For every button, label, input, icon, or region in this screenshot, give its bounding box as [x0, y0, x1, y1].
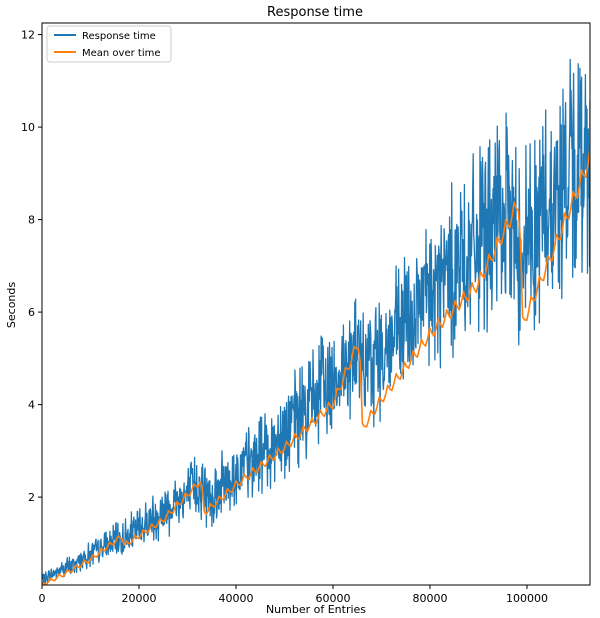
x-tick-label: 100000	[506, 592, 548, 605]
y-tick-label: 8	[28, 214, 35, 227]
plot-area	[42, 58, 590, 585]
series-line-response-time	[42, 58, 590, 585]
x-axis: 0 20000 40000 60000 80000 100000	[39, 585, 548, 605]
x-tick-label: 40000	[218, 592, 253, 605]
legend: Response time Mean over time	[46, 25, 172, 63]
series-line-mean-over-time	[42, 148, 590, 585]
y-axis: 2 4 6 8 10 12	[21, 29, 42, 504]
x-tick-label: 20000	[121, 592, 156, 605]
y-tick-label: 6	[28, 306, 35, 319]
legend-label-mean-over-time: Mean over time	[82, 48, 161, 59]
plot-frame	[41, 22, 591, 586]
x-axis-label: Number of Entries	[266, 603, 366, 616]
y-tick-label: 10	[21, 121, 35, 134]
x-tick-label: 60000	[315, 592, 350, 605]
y-tick-label: 4	[28, 399, 35, 412]
y-tick-label: 2	[28, 491, 35, 504]
legend-box	[46, 25, 172, 63]
x-tick-label: 80000	[412, 592, 447, 605]
chart-title: Response time	[267, 5, 363, 20]
y-axis-label: Seconds	[5, 282, 18, 328]
y-tick-label: 12	[21, 29, 35, 42]
x-tick-label: 0	[39, 592, 46, 605]
legend-label-response-time: Response time	[82, 31, 156, 42]
